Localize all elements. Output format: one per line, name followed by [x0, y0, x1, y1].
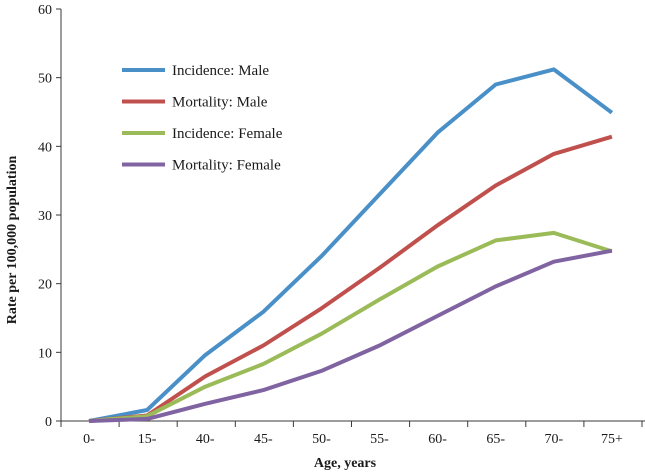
legend-label-2: Incidence: Female — [172, 126, 283, 142]
x-tick-label: 65- — [486, 432, 505, 447]
legend-label-3: Mortality: Female — [172, 158, 281, 174]
legend-label-0: Incidence: Male — [172, 63, 269, 79]
x-tick-label: 40- — [196, 432, 215, 447]
x-tick-label: 55- — [370, 432, 389, 447]
series-line-2 — [88, 230, 613, 423]
series-line-0 — [88, 67, 614, 423]
y-tick-label: 30 — [38, 209, 52, 224]
y-tick-label: 0 — [45, 415, 52, 430]
y-tick-label: 60 — [38, 3, 52, 18]
series-lines — [88, 67, 614, 423]
x-tick-label: 75+ — [601, 432, 623, 447]
series-line-3 — [88, 248, 613, 423]
x-tick-label: 15- — [138, 432, 157, 447]
y-tick-label: 50 — [38, 72, 52, 87]
x-axis-title: Age, years — [314, 456, 377, 471]
y-tick-label: 40 — [38, 140, 52, 155]
x-tick-label: 70- — [544, 432, 563, 447]
legend: Incidence: Male Mortality: Male Incidence:… — [122, 63, 283, 174]
y-tick-label: 10 — [38, 346, 52, 361]
y-tick-label: 20 — [38, 278, 52, 293]
x-axis: 0- 15- 40- 45- 50- 55- 60- 65- 70- 75+ — [60, 420, 645, 447]
legend-label-1: Mortality: Male — [172, 95, 268, 111]
x-tick-label: 45- — [254, 432, 273, 447]
series-line-1 — [88, 134, 613, 423]
y-axis-title: Rate per 100,000 population — [5, 156, 20, 325]
y-axis: 0 10 20 30 40 50 60 — [38, 3, 62, 430]
x-tick-label: 0- — [83, 432, 95, 447]
x-tick-label: 50- — [312, 432, 331, 447]
x-tick-label: 60- — [428, 432, 447, 447]
